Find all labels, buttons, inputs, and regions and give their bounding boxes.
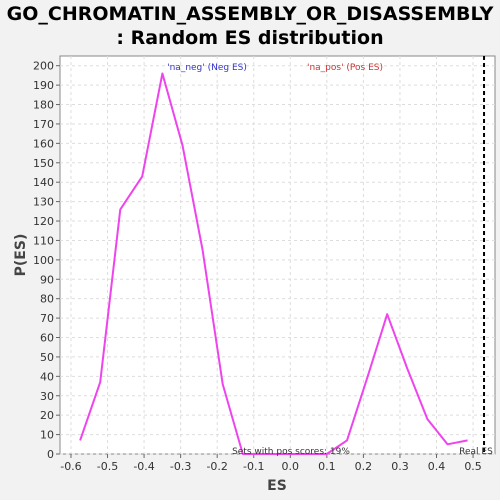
y-tick-label: 40 (40, 370, 54, 383)
y-tick-label: 0 (47, 448, 54, 461)
series-layer (79, 56, 486, 455)
series-line (79, 72, 468, 455)
plot-area (59, 55, 496, 455)
y-tick-label: 140 (33, 176, 54, 189)
axes: 0 10 20 30 40 50 60 70 80 90 100 110 120 130 140 150 160… (33, 60, 482, 473)
y-tick-label: 30 (40, 390, 54, 403)
x-tick-label: 0.2 (355, 460, 373, 473)
y-tick-label: 180 (33, 99, 54, 112)
x-tick-label: -0.2 (206, 460, 227, 473)
x-tick-label: -0.1 (243, 460, 264, 473)
chart-title-line1: GO_CHROMATIN_ASSEMBLY_OR_DISASSEMBLY (6, 3, 494, 25)
x-tick-label: 0.1 (318, 460, 336, 473)
y-tick-label: 120 (33, 215, 54, 228)
y-tick-label: 100 (33, 254, 54, 267)
grid (60, 56, 495, 455)
y-tick-label: 80 (40, 293, 54, 306)
y-tick-label: 50 (40, 351, 54, 364)
x-tick-label: 0.0 (282, 460, 300, 473)
real-es-label: Real ES (459, 447, 493, 457)
x-tick-label: -0.5 (97, 460, 118, 473)
x-tick-label: -0.3 (170, 460, 191, 473)
y-tick-label: 150 (33, 157, 54, 170)
x-tick-label: 0.3 (391, 460, 409, 473)
y-tick-label: 20 (40, 409, 54, 422)
legend-neg: 'na_neg' (Neg ES) (167, 63, 247, 73)
y-axis-title: P(ES) (13, 234, 29, 277)
y-tick-label: 200 (33, 60, 54, 73)
y-tick-label: 90 (40, 273, 54, 286)
x-tick-label: 0.5 (464, 460, 482, 473)
legend-pos: 'na_pos' (Pos ES) (307, 63, 383, 73)
x-tick-label: -0.6 (60, 460, 81, 473)
y-tick-label: 170 (33, 118, 54, 131)
y-tick-label: 190 (33, 79, 54, 92)
x-tick-label: 0.4 (428, 460, 446, 473)
y-tick-label: 10 (40, 429, 54, 442)
chart-title: GO_CHROMATIN_ASSEMBLY_OR_DISASSEMBLY : R… (0, 2, 500, 50)
y-tick-label: 130 (33, 196, 54, 209)
x-tick-label: -0.4 (133, 460, 154, 473)
y-tick-label: 60 (40, 332, 54, 345)
pos-scores-annotation: Sets with pos scores: 19% (232, 447, 350, 457)
y-tick-label: 110 (33, 234, 54, 247)
chart-title-line2: : Random ES distribution (116, 27, 384, 49)
y-tick-label: 160 (33, 137, 54, 150)
x-axis-title: ES (267, 478, 287, 494)
annotations: 'na_neg' (Neg ES) 'na_pos' (Pos ES) Sets… (167, 63, 493, 457)
y-tick-label: 70 (40, 312, 54, 325)
